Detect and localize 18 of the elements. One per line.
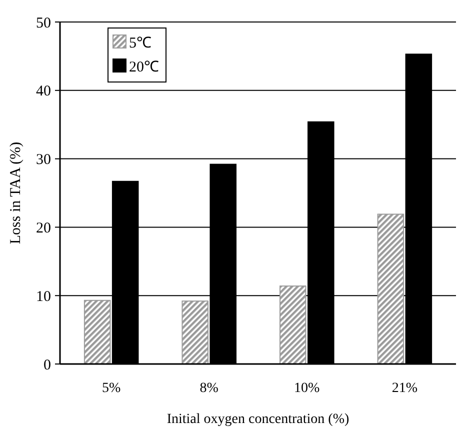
legend-label: 5℃ (129, 35, 152, 52)
y-axis-title: Loss in TAA (%) (8, 142, 24, 244)
x-tick-label: 8% (200, 381, 219, 396)
y-tick-label: 40 (36, 84, 51, 100)
bar (84, 300, 111, 364)
x-tick-label: 10% (294, 381, 320, 396)
x-tick-label: 21% (392, 381, 418, 396)
y-tick-label: 50 (36, 15, 51, 32)
y-tick-label: 10 (36, 288, 51, 305)
x-tick-label: 5% (102, 381, 121, 396)
y-tick-label: 0 (44, 357, 51, 374)
bar (182, 300, 208, 364)
bar (377, 214, 404, 364)
x-axis-title: Initial oxygen concentration (%) (166, 412, 350, 427)
y-tick-label: 20 (36, 220, 51, 236)
y-tick-label: 30 (36, 152, 51, 168)
legend-label: 20℃ (129, 59, 159, 76)
bar (280, 286, 306, 364)
